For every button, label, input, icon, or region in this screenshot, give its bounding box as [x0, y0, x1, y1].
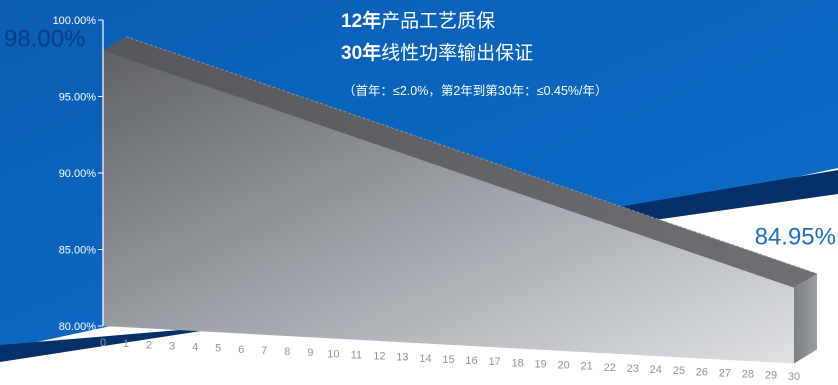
warranty-headline-power: 30年线性功率输出保证	[341, 38, 533, 65]
area-side-face	[794, 274, 817, 364]
y-tick-label: 85.00%	[59, 245, 97, 257]
x-tick-label: 27	[719, 367, 731, 379]
degradation-note: （首年：≤2.0%，第2年到第30年：≤0.45%/年）	[343, 80, 607, 99]
x-tick-label: 2	[146, 339, 152, 351]
power-warranty-text: 线性功率输出保证	[381, 43, 533, 64]
x-tick-label: 25	[673, 365, 685, 377]
x-tick-label: 10	[327, 348, 339, 360]
x-tick-label: 12	[373, 351, 385, 363]
x-tick-label: 28	[742, 369, 754, 381]
y-tick-label: 95.00%	[59, 92, 97, 104]
y-tick-label: 80.00%	[59, 321, 97, 333]
product-warranty-years: 12年	[341, 11, 381, 32]
x-tick-label: 30	[788, 371, 800, 383]
x-tick-label: 15	[442, 354, 454, 366]
power-warranty-years: 30年	[341, 43, 381, 64]
x-tick-label: 29	[765, 370, 777, 382]
x-tick-label: 3	[169, 340, 175, 352]
x-tick-label: 23	[627, 363, 639, 375]
product-warranty-text: 产品工艺质保	[381, 11, 495, 32]
x-tick-label: 18	[511, 357, 523, 369]
start-value-label: 98.00%	[4, 26, 85, 53]
x-tick-label: 5	[215, 343, 221, 355]
x-tick-label: 0	[100, 337, 106, 349]
x-tick-label: 9	[307, 347, 313, 359]
x-tick-label: 6	[238, 344, 244, 356]
end-value-label: 84.95%	[755, 223, 836, 250]
x-tick-label: 24	[650, 364, 662, 376]
x-tick-label: 17	[488, 356, 500, 368]
x-tick-label: 11	[351, 349, 362, 361]
x-tick-label: 26	[696, 366, 708, 378]
x-tick-label: 22	[604, 362, 616, 374]
x-tick-label: 7	[261, 345, 267, 357]
x-tick-label: 14	[419, 353, 431, 365]
x-tick-label: 13	[396, 352, 408, 364]
warranty-headline-product: 12年产品工艺质保	[341, 6, 495, 33]
x-tick-label: 20	[558, 360, 570, 372]
y-tick-label: 90.00%	[59, 168, 97, 180]
x-tick-label: 16	[465, 355, 477, 367]
x-tick-label: 19	[535, 358, 547, 370]
x-tick-label: 21	[581, 361, 593, 373]
x-tick-label: 8	[284, 346, 290, 358]
x-tick-label: 4	[192, 342, 198, 354]
x-tick-label: 1	[123, 338, 129, 350]
